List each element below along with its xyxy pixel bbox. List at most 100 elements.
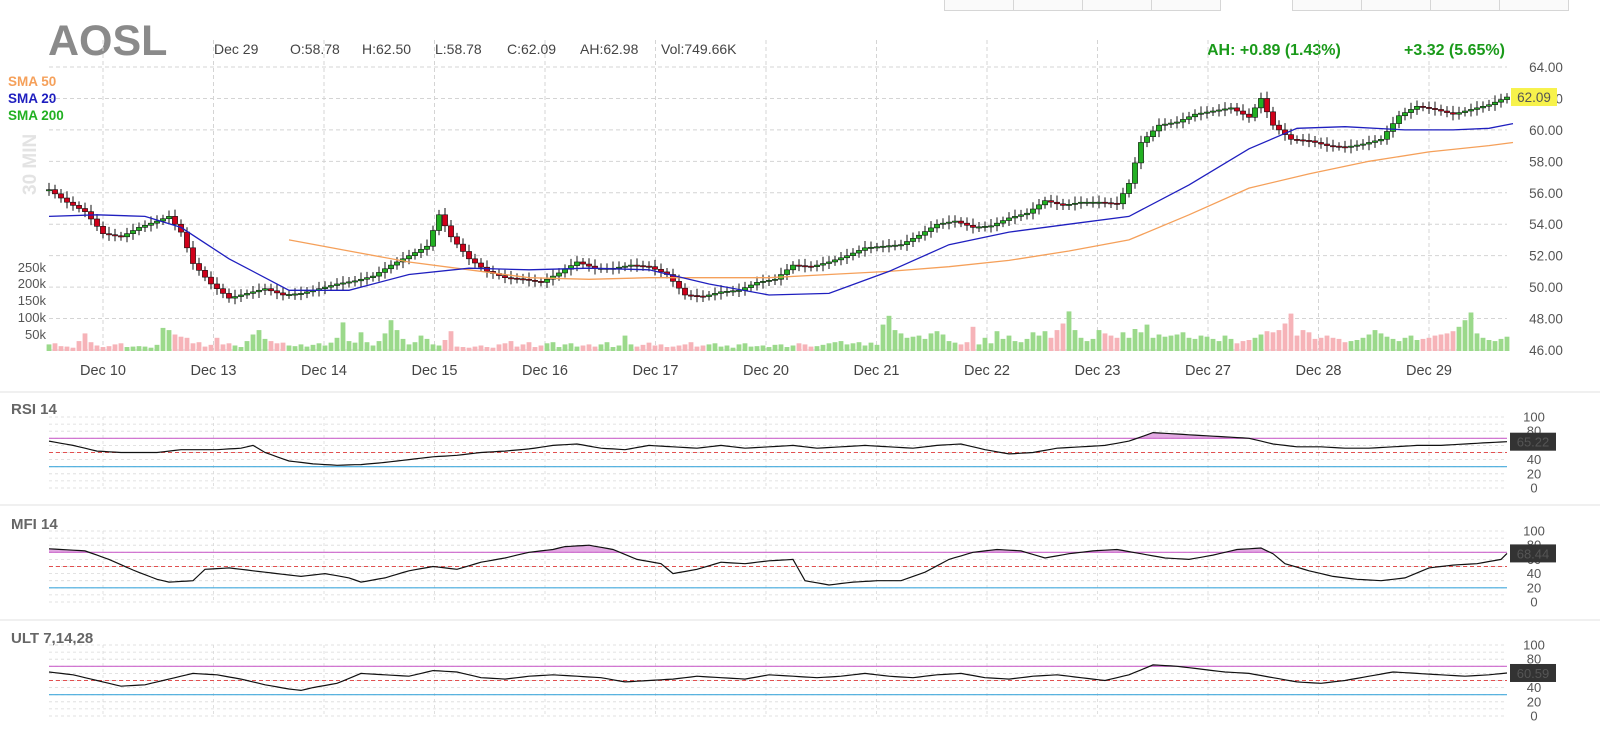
volume-bar bbox=[484, 347, 490, 351]
candle bbox=[724, 286, 730, 297]
candle-body bbox=[562, 268, 568, 274]
volume-bar bbox=[1162, 336, 1168, 351]
volume-bar bbox=[826, 343, 832, 351]
candle bbox=[466, 244, 472, 266]
indicator-tick-label: 0 bbox=[1530, 709, 1537, 724]
indicator-last-value: 65.22 bbox=[1517, 435, 1550, 450]
candle bbox=[1240, 104, 1246, 121]
volume-bar bbox=[1396, 341, 1402, 351]
candle bbox=[1306, 133, 1312, 148]
indicator-tick-label: 40 bbox=[1527, 566, 1541, 581]
candle-body bbox=[952, 220, 958, 223]
volume-bar bbox=[226, 343, 232, 351]
candle bbox=[1138, 135, 1144, 170]
candle bbox=[550, 269, 556, 286]
volume-bar bbox=[418, 335, 424, 351]
candle-body bbox=[154, 220, 160, 224]
candle-body bbox=[1450, 112, 1456, 115]
candle-body bbox=[382, 268, 388, 273]
volume-bar bbox=[268, 341, 274, 351]
candle bbox=[1228, 103, 1234, 114]
candle-body bbox=[346, 281, 352, 284]
candle bbox=[1360, 139, 1366, 150]
volume-bar bbox=[1114, 337, 1120, 351]
volume-tick-label: 250k bbox=[18, 260, 47, 275]
candle-body bbox=[1360, 143, 1366, 146]
candle-body bbox=[1402, 112, 1408, 117]
volume-bar bbox=[1228, 338, 1234, 351]
volume-bar bbox=[1402, 337, 1408, 351]
candle bbox=[808, 261, 814, 272]
candle bbox=[862, 241, 868, 257]
volume-bar bbox=[1240, 341, 1246, 351]
candle-body bbox=[406, 255, 412, 260]
indicator-tick-label: 0 bbox=[1530, 481, 1537, 496]
indicator-line bbox=[48, 431, 1508, 466]
volume-bar bbox=[646, 342, 652, 351]
volume-bar bbox=[1324, 335, 1330, 351]
date-tick-label: Dec 28 bbox=[1296, 363, 1342, 379]
candle-body bbox=[916, 234, 922, 239]
candle bbox=[940, 218, 946, 229]
candle-body bbox=[1372, 140, 1378, 143]
candle bbox=[196, 257, 202, 276]
candle-body bbox=[1330, 145, 1336, 148]
tab-active[interactable] bbox=[1222, 0, 1292, 11]
volume-bar bbox=[1006, 335, 1012, 351]
indicator-title: ULT 7,14,28 bbox=[11, 630, 93, 647]
indicator-tick-label: 40 bbox=[1527, 680, 1541, 695]
candle-body bbox=[886, 245, 892, 248]
candle bbox=[874, 242, 880, 252]
price-tick-label: 56.00 bbox=[1529, 186, 1563, 201]
candle-body bbox=[688, 294, 694, 297]
candle-body bbox=[1444, 110, 1450, 113]
indicator-tick-label: 0 bbox=[1530, 595, 1537, 610]
volume-bar bbox=[628, 344, 634, 351]
candle-body bbox=[292, 293, 298, 296]
candle-body bbox=[964, 222, 970, 226]
candle-body bbox=[394, 261, 400, 266]
candle-body bbox=[196, 263, 202, 271]
candle bbox=[286, 290, 292, 299]
candle-body bbox=[418, 249, 424, 253]
volume-bar bbox=[1438, 334, 1444, 351]
candle bbox=[508, 270, 514, 285]
price-axis: 64.0062.0060.0058.0056.0054.0052.0050.00… bbox=[18, 60, 1563, 358]
candle-body bbox=[1084, 201, 1090, 204]
candle bbox=[64, 191, 70, 209]
candle bbox=[802, 258, 808, 273]
candle bbox=[1000, 216, 1006, 228]
candle bbox=[712, 287, 718, 301]
candle bbox=[814, 260, 820, 272]
candle-body bbox=[700, 295, 706, 298]
candle-body bbox=[898, 244, 904, 247]
volume-bar bbox=[916, 335, 922, 351]
indicator-title: RSI 14 bbox=[11, 401, 58, 418]
volume-bar bbox=[526, 342, 532, 351]
indicator-value-badge bbox=[1510, 544, 1556, 563]
candle-body bbox=[1204, 111, 1210, 114]
volume-bar bbox=[1420, 338, 1426, 351]
candle-body bbox=[922, 231, 928, 236]
volume-bar bbox=[1426, 337, 1432, 351]
indicator-pane: RSI 1410080604020065.22 bbox=[11, 401, 1556, 496]
candle bbox=[790, 261, 796, 274]
tab-8[interactable] bbox=[1499, 0, 1569, 11]
candle bbox=[46, 182, 52, 196]
candle-body bbox=[1342, 146, 1348, 149]
candle-body bbox=[46, 189, 52, 192]
date-tick-label: Dec 15 bbox=[412, 363, 458, 379]
volume-bar bbox=[1258, 334, 1264, 351]
candle bbox=[760, 274, 766, 289]
candle-body bbox=[994, 222, 1000, 227]
candle-body bbox=[766, 279, 772, 282]
indicator-tick-label: 100 bbox=[1523, 524, 1545, 539]
volume-tick-label: 100k bbox=[18, 310, 47, 325]
volume-bar bbox=[856, 342, 862, 351]
candle bbox=[1030, 202, 1036, 220]
tab-4[interactable] bbox=[1151, 0, 1221, 11]
volume-bar bbox=[376, 341, 382, 351]
candle-body bbox=[616, 266, 622, 269]
volume-bar bbox=[1432, 335, 1438, 351]
volume-bar bbox=[676, 345, 682, 351]
